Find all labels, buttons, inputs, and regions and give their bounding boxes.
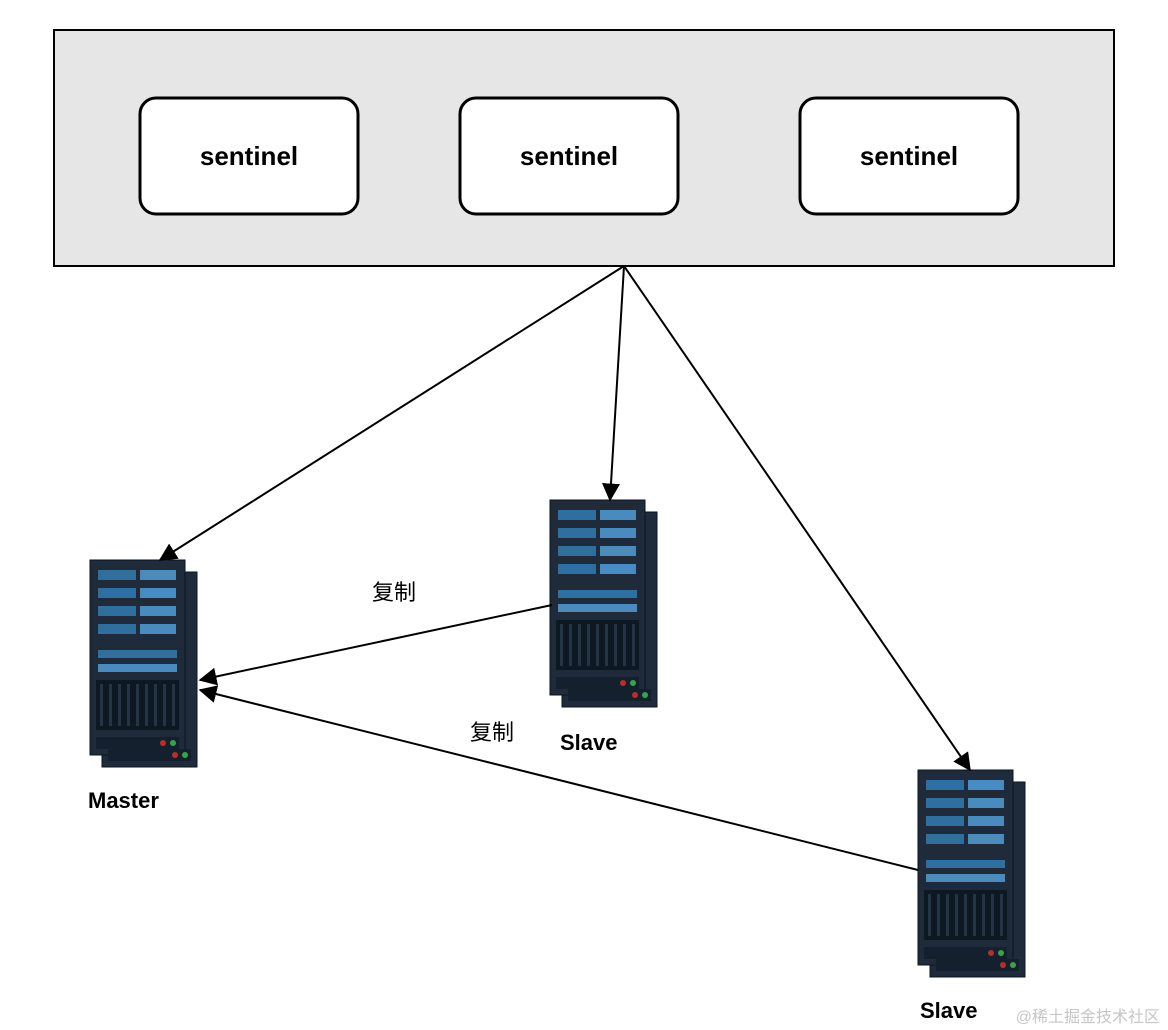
sentinel-box: sentinel <box>140 98 358 214</box>
sentinel-box: sentinel <box>460 98 678 214</box>
sentinel-box: sentinel <box>800 98 1018 214</box>
watermark: @稀土掘金技术社区 <box>1016 1008 1160 1026</box>
server-master-label: Master <box>88 788 159 813</box>
sentinel-label: sentinel <box>200 141 298 171</box>
edge-label: 复制 <box>372 580 416 605</box>
sentinel-label: sentinel <box>860 141 958 171</box>
edge-label: 复制 <box>470 720 514 745</box>
server-slave2-label: Slave <box>920 998 978 1023</box>
sentinel-label: sentinel <box>520 141 618 171</box>
server-slave1-label: Slave <box>560 730 618 755</box>
sentinel-cluster: sentinel sentinel sentinel <box>54 30 1114 266</box>
